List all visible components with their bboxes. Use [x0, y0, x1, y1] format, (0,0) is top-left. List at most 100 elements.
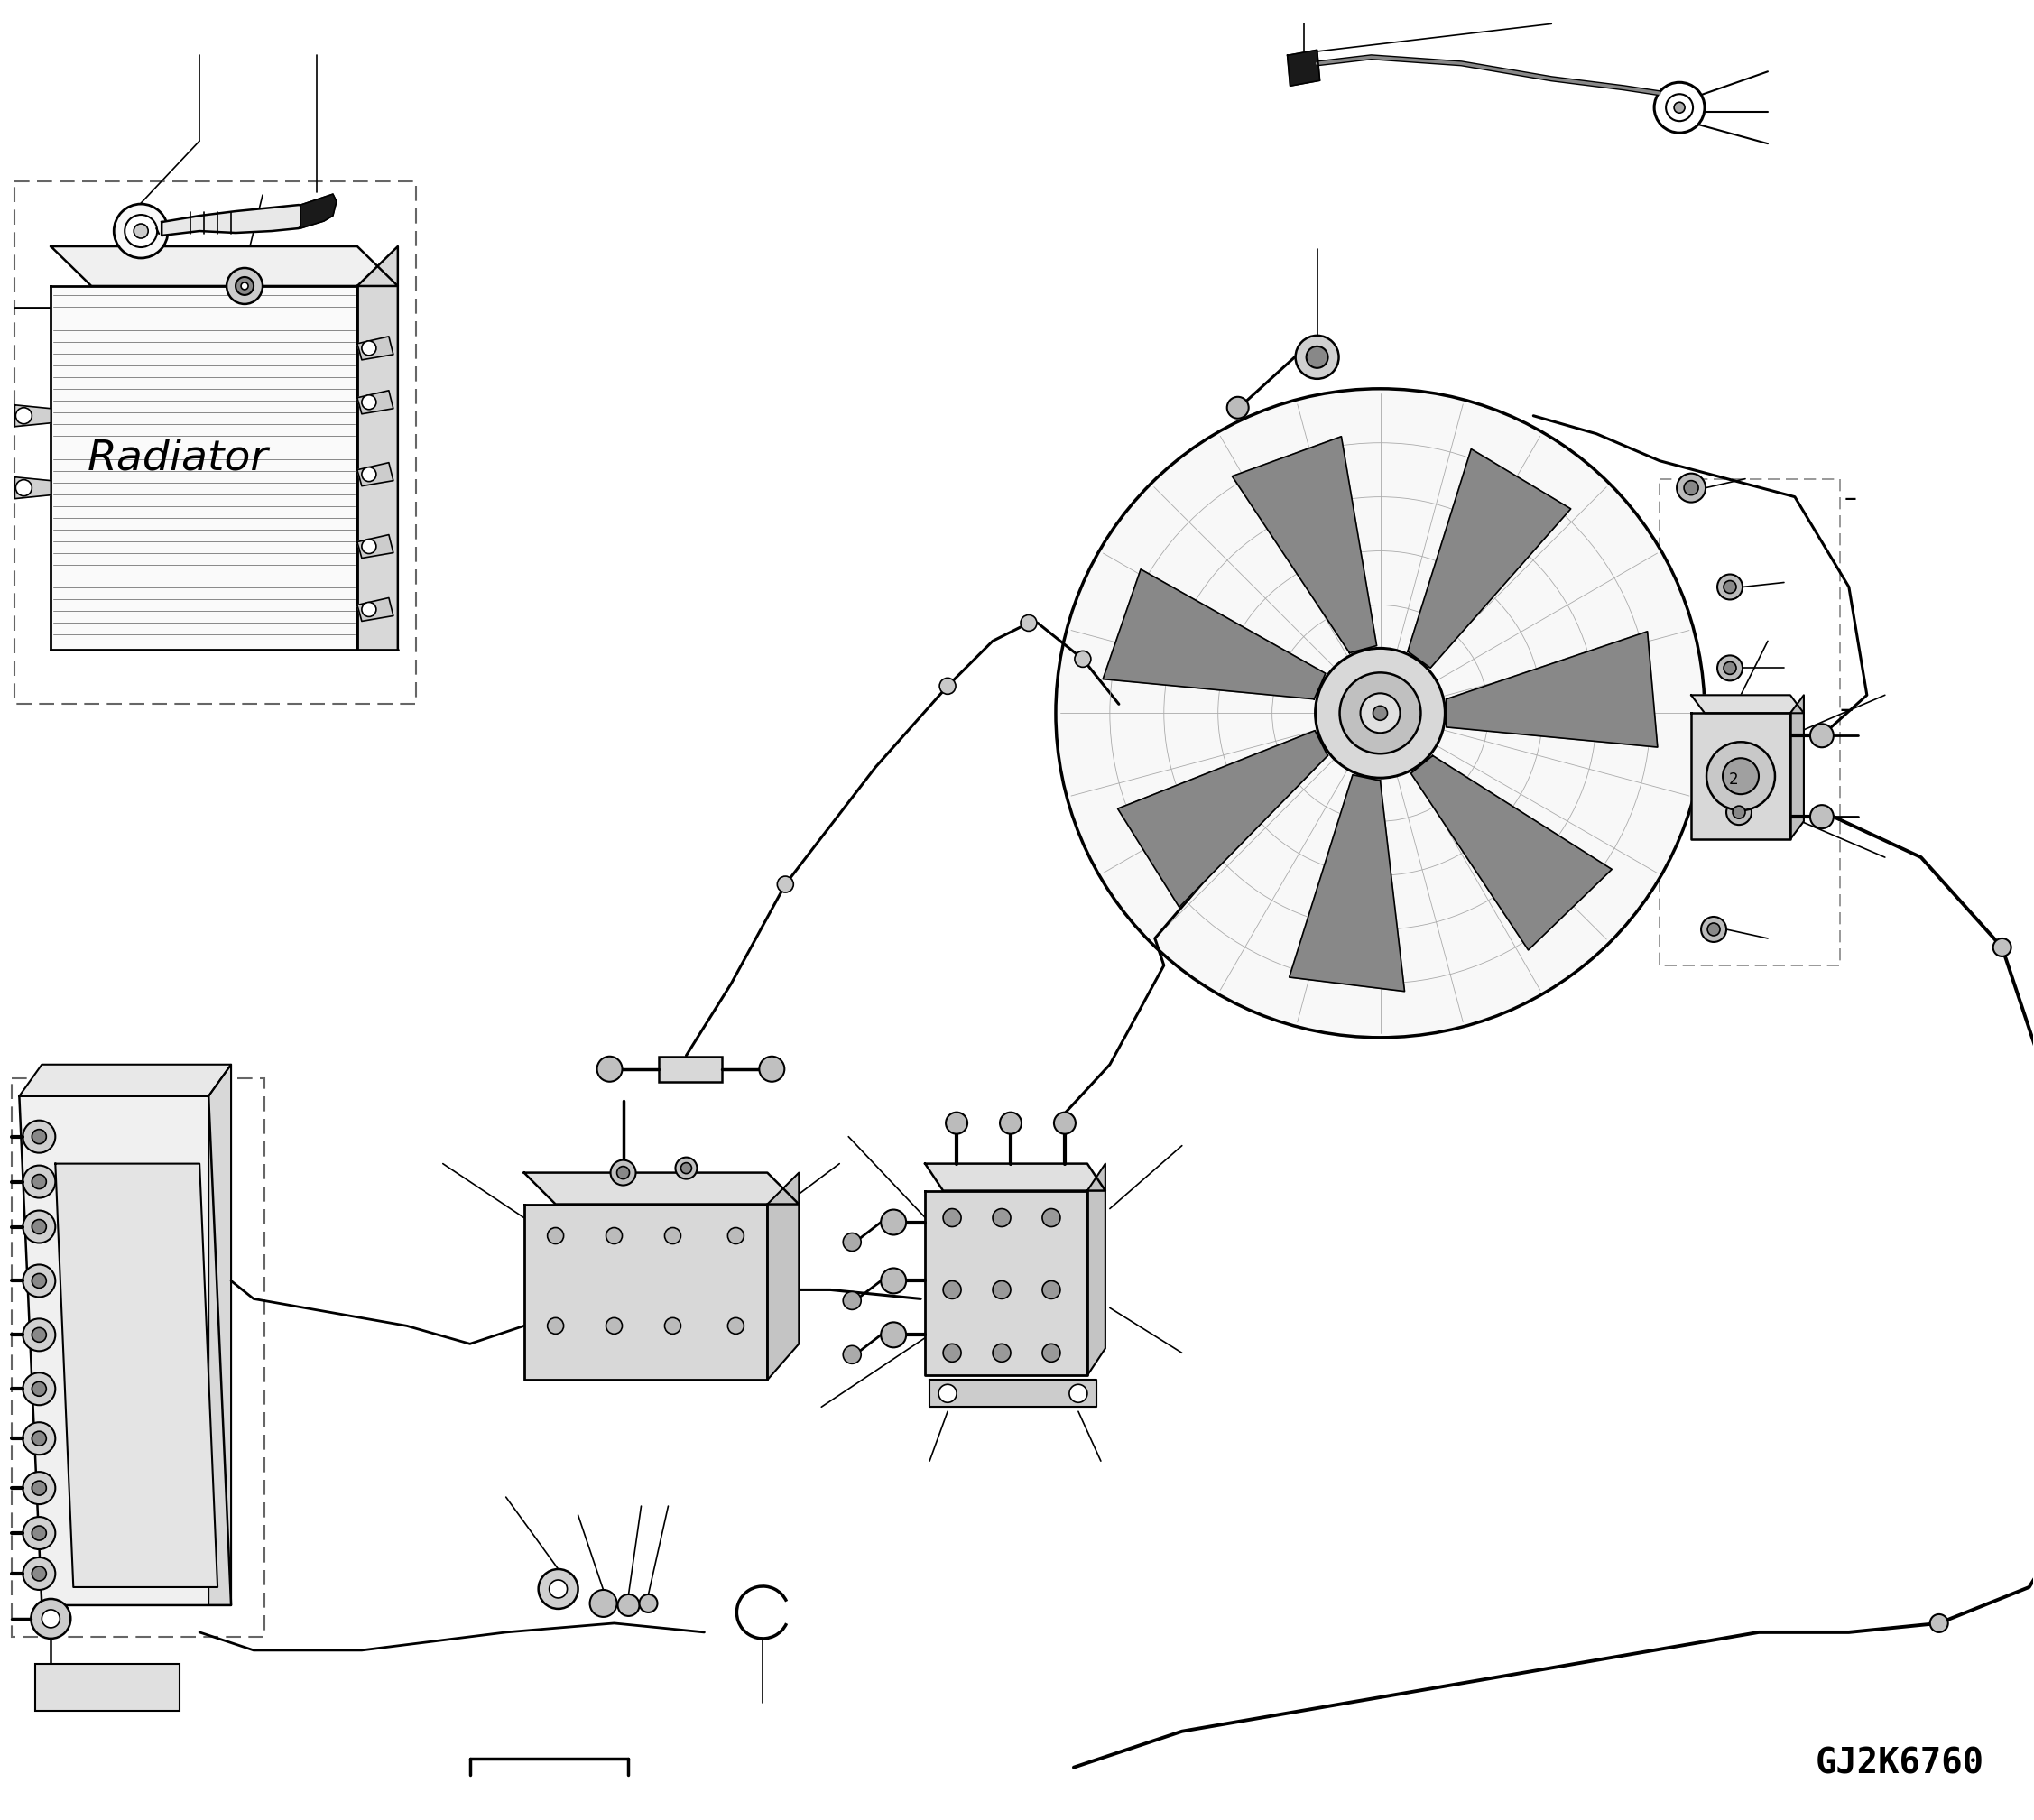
- Circle shape: [33, 1130, 47, 1143]
- Circle shape: [881, 1323, 905, 1347]
- Circle shape: [22, 1472, 55, 1505]
- Circle shape: [681, 1163, 692, 1174]
- Circle shape: [33, 1381, 47, 1396]
- Circle shape: [1070, 1385, 1088, 1403]
- Text: –: –: [1841, 697, 1853, 723]
- Polygon shape: [930, 1380, 1096, 1407]
- Circle shape: [33, 1327, 47, 1341]
- Circle shape: [1700, 917, 1727, 943]
- Polygon shape: [925, 1190, 1088, 1376]
- Circle shape: [946, 1112, 968, 1134]
- Polygon shape: [1290, 775, 1405, 992]
- Circle shape: [759, 1056, 785, 1081]
- Polygon shape: [358, 597, 393, 621]
- Circle shape: [33, 1431, 47, 1445]
- Circle shape: [1993, 939, 2012, 956]
- Bar: [35, 1663, 179, 1711]
- Circle shape: [16, 480, 33, 497]
- Circle shape: [1723, 662, 1737, 675]
- Circle shape: [675, 1158, 698, 1179]
- Polygon shape: [1288, 49, 1320, 86]
- Polygon shape: [358, 462, 393, 486]
- Circle shape: [1227, 397, 1249, 419]
- Circle shape: [33, 1174, 47, 1188]
- Polygon shape: [1790, 695, 1804, 839]
- Circle shape: [236, 277, 254, 295]
- Polygon shape: [925, 1163, 1104, 1190]
- Polygon shape: [55, 1163, 218, 1587]
- Circle shape: [993, 1208, 1011, 1227]
- Circle shape: [1041, 1208, 1060, 1227]
- Circle shape: [1306, 346, 1328, 368]
- Circle shape: [22, 1558, 55, 1591]
- Circle shape: [1733, 806, 1745, 819]
- Circle shape: [606, 1318, 622, 1334]
- Circle shape: [993, 1343, 1011, 1361]
- Circle shape: [1930, 1614, 1949, 1633]
- Circle shape: [22, 1121, 55, 1152]
- Polygon shape: [51, 246, 399, 286]
- Circle shape: [539, 1569, 578, 1609]
- Circle shape: [842, 1292, 860, 1310]
- Circle shape: [1727, 799, 1751, 824]
- Circle shape: [226, 268, 262, 304]
- Circle shape: [944, 1281, 962, 1299]
- Circle shape: [1054, 1112, 1076, 1134]
- Polygon shape: [14, 477, 51, 499]
- Circle shape: [881, 1269, 905, 1294]
- Circle shape: [1340, 673, 1422, 753]
- Text: Radiator: Radiator: [87, 439, 268, 479]
- Circle shape: [944, 1343, 962, 1361]
- Circle shape: [33, 1567, 47, 1582]
- Polygon shape: [358, 246, 399, 650]
- Circle shape: [22, 1165, 55, 1198]
- Circle shape: [1810, 724, 1833, 748]
- Circle shape: [610, 1159, 637, 1185]
- Circle shape: [33, 1219, 47, 1234]
- Circle shape: [22, 1210, 55, 1243]
- Circle shape: [777, 875, 793, 892]
- Circle shape: [362, 602, 376, 617]
- Circle shape: [639, 1594, 657, 1613]
- Polygon shape: [51, 286, 358, 650]
- Circle shape: [993, 1281, 1011, 1299]
- Polygon shape: [358, 391, 393, 413]
- Polygon shape: [767, 1172, 799, 1380]
- Circle shape: [1654, 82, 1704, 133]
- Circle shape: [362, 340, 376, 355]
- Circle shape: [842, 1232, 860, 1250]
- Circle shape: [728, 1318, 744, 1334]
- Circle shape: [362, 395, 376, 410]
- Circle shape: [1676, 473, 1707, 502]
- Circle shape: [1041, 1281, 1060, 1299]
- Circle shape: [1373, 706, 1387, 721]
- Polygon shape: [1088, 1163, 1104, 1376]
- Bar: [12, 1077, 264, 1636]
- Polygon shape: [210, 1065, 232, 1605]
- Circle shape: [944, 1208, 962, 1227]
- Circle shape: [1041, 1343, 1060, 1361]
- Circle shape: [616, 1167, 629, 1179]
- Polygon shape: [1102, 570, 1326, 699]
- Circle shape: [22, 1320, 55, 1350]
- Circle shape: [43, 1609, 59, 1627]
- Polygon shape: [161, 206, 309, 235]
- Polygon shape: [358, 535, 393, 559]
- Circle shape: [240, 282, 248, 289]
- Polygon shape: [301, 195, 336, 228]
- Circle shape: [938, 1385, 956, 1403]
- Circle shape: [31, 1600, 71, 1638]
- Circle shape: [1717, 575, 1743, 599]
- Text: GJ2K6760: GJ2K6760: [1814, 1747, 1983, 1782]
- Circle shape: [22, 1516, 55, 1549]
- Circle shape: [728, 1229, 744, 1243]
- Polygon shape: [1412, 755, 1611, 950]
- Circle shape: [33, 1525, 47, 1540]
- Circle shape: [22, 1372, 55, 1405]
- Circle shape: [114, 204, 169, 258]
- Circle shape: [33, 1274, 47, 1289]
- Bar: [659, 1056, 722, 1081]
- Circle shape: [1316, 648, 1444, 777]
- Circle shape: [842, 1345, 860, 1363]
- Circle shape: [1810, 804, 1833, 828]
